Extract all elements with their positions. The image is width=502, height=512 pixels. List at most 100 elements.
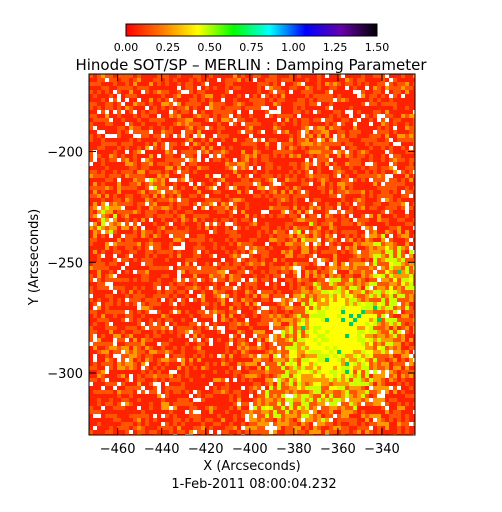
heatmap-cell — [405, 138, 409, 142]
heatmap-cell — [193, 158, 197, 162]
heatmap-cell — [285, 78, 289, 82]
heatmap-cell — [201, 422, 205, 426]
heatmap-cell — [205, 214, 209, 218]
heatmap-cell — [401, 262, 405, 266]
heatmap-cell — [277, 330, 281, 334]
heatmap-cell — [141, 306, 145, 310]
heatmap-cell — [185, 138, 189, 142]
heatmap-cell — [181, 110, 185, 114]
heatmap-cell — [365, 430, 369, 434]
x-tick-label: −360 — [320, 442, 356, 457]
heatmap-cell — [245, 162, 249, 166]
heatmap-cell — [341, 262, 345, 266]
heatmap-cell — [361, 354, 365, 358]
heatmap-cell — [149, 110, 153, 114]
heatmap-cell — [125, 378, 129, 382]
heatmap-cell — [385, 258, 389, 262]
heatmap-cell — [313, 338, 317, 342]
heatmap-cell — [321, 130, 325, 134]
heatmap-cell — [165, 318, 169, 322]
heatmap-cell — [145, 262, 149, 266]
heatmap-cell — [113, 310, 117, 314]
heatmap-cell — [285, 386, 289, 390]
heatmap-cell — [373, 262, 377, 266]
heatmap-cell — [137, 182, 141, 186]
heatmap-cell — [197, 250, 201, 254]
heatmap-cell — [405, 246, 409, 250]
heatmap-cell — [329, 238, 333, 242]
heatmap-cell — [309, 430, 313, 434]
heatmap-cell — [381, 178, 385, 182]
heatmap-cell — [369, 414, 373, 418]
heatmap-cell — [413, 114, 415, 118]
heatmap-cell — [229, 122, 233, 126]
heatmap-cell — [149, 266, 153, 270]
heatmap-cell — [237, 118, 241, 122]
heatmap-cell — [309, 298, 313, 302]
heatmap-cell — [249, 126, 253, 130]
heatmap-cell — [301, 294, 305, 298]
heatmap-cell — [173, 198, 177, 202]
heatmap-cell — [125, 338, 129, 342]
heatmap-cell — [153, 134, 157, 138]
heatmap-cell — [377, 322, 381, 326]
heatmap-cell — [273, 410, 277, 414]
heatmap-cell — [325, 306, 329, 310]
heatmap-cell — [97, 174, 101, 178]
heatmap-cell — [257, 90, 261, 94]
heatmap-cell — [265, 394, 269, 398]
heatmap-cell — [317, 358, 321, 362]
heatmap-cell — [145, 242, 149, 246]
heatmap-cell — [113, 350, 117, 354]
heatmap-cell — [317, 346, 321, 350]
heatmap-cell — [121, 382, 125, 386]
heatmap-cell — [309, 182, 313, 186]
heatmap-cell — [281, 210, 285, 214]
heatmap-cell — [329, 346, 333, 350]
heatmap-cell — [297, 130, 301, 134]
heatmap-cell — [165, 426, 169, 430]
heatmap-cell — [121, 402, 125, 406]
heatmap-cell — [401, 302, 405, 306]
heatmap-cell — [169, 150, 173, 154]
heatmap-cell — [173, 370, 177, 374]
heatmap-cell — [185, 170, 189, 174]
heatmap-cell — [389, 286, 393, 290]
heatmap-cell — [361, 226, 365, 230]
heatmap-cell — [297, 186, 301, 190]
heatmap-cell — [101, 142, 105, 146]
heatmap-cell — [377, 194, 381, 198]
heatmap-cell — [373, 114, 377, 118]
heatmap-cell — [301, 106, 305, 110]
heatmap-cell — [293, 266, 297, 270]
heatmap-cell — [97, 254, 101, 258]
heatmap-cell — [109, 298, 113, 302]
heatmap-cell — [369, 346, 373, 350]
heatmap-cell — [205, 142, 209, 146]
heatmap-cell — [409, 370, 413, 374]
heatmap-cell — [141, 350, 145, 354]
heatmap-cell — [341, 378, 345, 382]
heatmap-cell — [193, 214, 197, 218]
heatmap-cell — [141, 194, 145, 198]
heatmap-cell — [349, 402, 353, 406]
heatmap-cell — [169, 266, 173, 270]
heatmap-cell — [153, 106, 157, 110]
heatmap-cell — [329, 278, 333, 282]
heatmap-cell — [337, 342, 341, 346]
heatmap-cell — [217, 378, 221, 382]
heatmap-cell — [253, 266, 257, 270]
heatmap-cell — [381, 146, 385, 150]
heatmap-cell — [157, 386, 161, 390]
heatmap-cell — [337, 182, 341, 186]
heatmap-cell — [309, 394, 313, 398]
heatmap-cell — [365, 242, 369, 246]
heatmap-cell — [337, 246, 341, 250]
heatmap-cell — [149, 250, 153, 254]
heatmap-cell — [145, 178, 149, 182]
heatmap-cell — [253, 146, 257, 150]
heatmap-cell — [221, 326, 225, 330]
heatmap-cell — [365, 258, 369, 262]
heatmap-cell — [129, 186, 133, 190]
heatmap-cell — [337, 378, 341, 382]
